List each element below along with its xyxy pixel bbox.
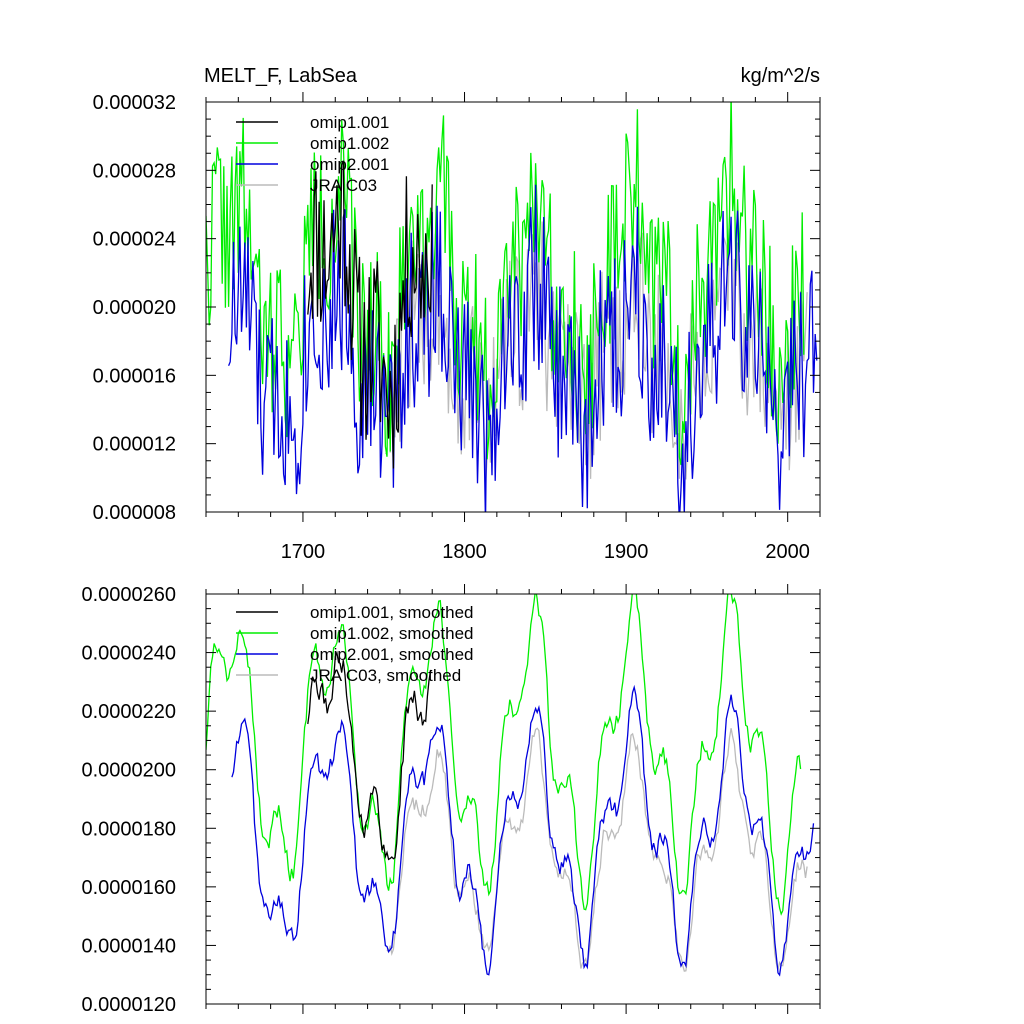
legend-label: omip2.001, smoothed — [310, 645, 474, 664]
top-legend: omip1.001 omip1.002 omip2.001 JRA C03 — [236, 113, 389, 195]
y-tick-label: 0.000032 — [93, 92, 176, 114]
y-tick-label: 0.000024 — [93, 229, 176, 251]
series-line-omip1-002 — [206, 102, 805, 466]
y-tick-label: 0.0000220 — [81, 701, 176, 723]
bottom-series-layer — [206, 594, 815, 977]
bottom-panel: 0.0000120 0.0000140 0.0000160 0.0000180 0.00… — [81, 584, 821, 1016]
legend-label: omip1.002, smoothed — [310, 624, 474, 643]
y-tick-label: 0.000020 — [93, 297, 176, 319]
x-tick-label: 2000 — [765, 541, 810, 563]
x-tick-label: 1700 — [281, 541, 326, 563]
series-line-omip1-001-smoothed — [307, 650, 433, 861]
series-line-omip2-001-smoothed — [231, 684, 815, 977]
y-tick-label: 0.000016 — [93, 365, 176, 387]
series-line-omip1-001 — [307, 160, 433, 469]
y-tick-label: 0.0000160 — [81, 877, 176, 899]
y-tick-label: 0.000028 — [93, 160, 176, 182]
bottom-ticks-layer: 0.0000120 0.0000140 0.0000160 0.0000180 0.00… — [81, 584, 821, 1016]
bottom-legend: omip1.001, smoothed omip1.002, smoothed om… — [236, 603, 474, 685]
bottom-plot-frame — [205, 593, 821, 1005]
x-tick-label: 1800 — [442, 541, 487, 563]
legend-label: omip1.001, smoothed — [310, 603, 474, 622]
legend-label: JRA C03 — [310, 176, 377, 195]
y-tick-label: 0.0000260 — [81, 584, 176, 606]
y-tick-label: 0.0000120 — [81, 994, 176, 1016]
y-tick-label: 0.0000240 — [81, 643, 176, 665]
y-tick-label: 0.0000200 — [81, 760, 176, 782]
series-line-omip2-001 — [228, 184, 818, 512]
legend-label: omip2.001 — [310, 155, 389, 174]
top-ticks-layer: 0.000008 0.000012 0.000016 0.000020 0.000024… — [93, 92, 821, 563]
y-tick-label: 0.000008 — [93, 502, 176, 524]
top-panel: MELT_F, LabSea kg/m^2/s 0.000008 0.000012… — [93, 65, 821, 563]
series-line-omip1-002-smoothed — [206, 594, 802, 916]
legend-label: JRA C03, smoothed — [310, 666, 461, 685]
y-tick-label: 0.000012 — [93, 434, 176, 456]
x-tick-label: 1900 — [604, 541, 649, 563]
top-panel-title: MELT_F, LabSea — [204, 65, 358, 87]
top-series-layer — [206, 102, 818, 512]
top-panel-units: kg/m^2/s — [741, 65, 820, 87]
legend-label: omip1.002 — [310, 134, 389, 153]
legend-label: omip1.001 — [310, 113, 389, 132]
y-tick-label: 0.0000180 — [81, 818, 176, 840]
y-tick-label: 0.0000140 — [81, 935, 176, 957]
